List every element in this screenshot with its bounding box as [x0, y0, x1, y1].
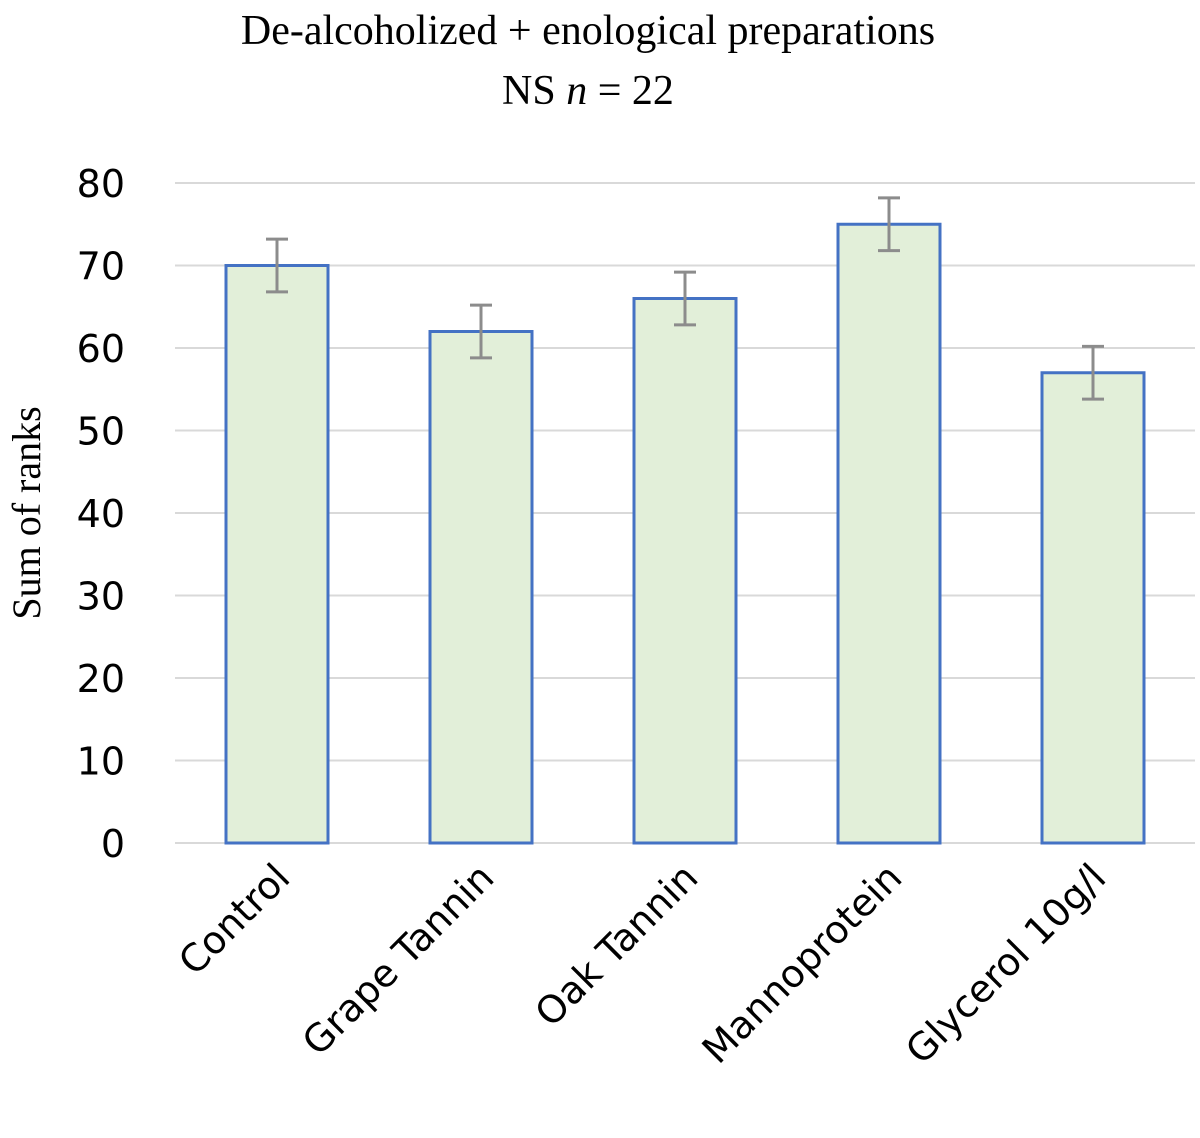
y-tick-label: 60	[77, 327, 125, 371]
x-category-label: Mannoprotein	[694, 855, 911, 1072]
y-tick-labels: 0 10 20 30 40 50 60 70 80	[77, 162, 125, 866]
error-bar	[878, 196, 900, 253]
error-bar	[1082, 344, 1104, 401]
bar-glycerol-10g-l	[1040, 371, 1146, 845]
error-bar	[674, 270, 696, 327]
title-ns-text: NS	[502, 68, 566, 114]
error-bars	[266, 196, 1104, 401]
title-n-italic: n	[566, 68, 587, 114]
y-tick-label: 40	[77, 492, 125, 536]
chart-title-line1: De-alcoholized + enological preparations	[241, 8, 935, 54]
y-axis-label: Sum of ranks	[4, 406, 49, 619]
y-tick-label: 10	[77, 740, 125, 784]
bar-oak-tannin	[632, 297, 738, 845]
error-bar	[470, 303, 492, 360]
x-category-label: Grape Tannin	[294, 855, 503, 1064]
error-bar	[266, 237, 288, 294]
x-category-label: Glycerol 10g/l	[897, 855, 1114, 1072]
y-tick-label: 30	[77, 575, 125, 619]
x-category-label: Control	[170, 855, 298, 983]
bars	[224, 222, 1146, 845]
y-tick-label: 80	[77, 162, 125, 206]
bar-control	[224, 264, 330, 845]
title-n-value: = 22	[587, 68, 674, 114]
x-category-label: Oak Tannin	[527, 855, 707, 1035]
bar-grape-tannin	[428, 330, 534, 845]
y-tick-label: 50	[77, 410, 125, 454]
y-tick-label: 20	[77, 657, 125, 701]
y-tick-label: 70	[77, 245, 125, 289]
chart-title-line2: NS n = 22	[502, 68, 674, 114]
bar-mannoprotein	[836, 222, 942, 845]
y-tick-label: 0	[101, 822, 125, 866]
